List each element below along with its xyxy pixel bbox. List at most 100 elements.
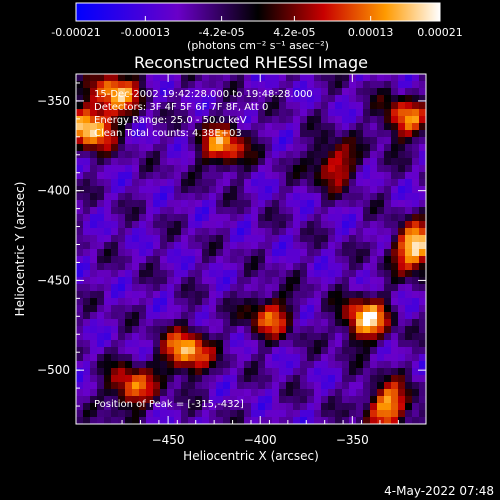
heatmap-cell [419,389,426,397]
heatmap-cell [132,172,140,180]
footer-timestamp: 4-May-2022 07:48 [384,484,494,498]
heatmap-cell [272,102,280,110]
heatmap-cell [216,102,224,110]
heatmap-cell [412,186,420,194]
heatmap-cell [125,130,133,138]
heatmap-cell [244,347,252,355]
heatmap-cell [272,158,280,166]
heatmap-cell [90,228,98,236]
heatmap-cell [181,158,189,166]
heatmap-cell [314,375,322,383]
heatmap-cell [132,102,140,110]
heatmap-cell [160,102,168,110]
heatmap-cell [307,221,315,229]
heatmap-cell [391,277,399,285]
heatmap-cell [398,319,406,327]
heatmap-cell [363,242,371,250]
heatmap-cell [293,340,301,348]
heatmap-cell [118,389,126,397]
heatmap-cell [202,102,210,110]
heatmap-cell [286,242,294,250]
heatmap-cell [279,354,287,362]
heatmap-cell [300,144,308,152]
heatmap-cell [377,375,385,383]
heatmap-cell [146,193,154,201]
heatmap-cell [230,284,238,292]
heatmap-cell [272,193,280,201]
heatmap-cell [97,403,105,411]
heatmap-cell [202,396,210,404]
heatmap-cell [223,312,231,320]
heatmap-cell [251,200,259,208]
heatmap-cell [328,298,336,306]
heatmap-cell [342,102,350,110]
heatmap-cell [314,228,322,236]
heatmap-cell [384,207,392,215]
heatmap-cell [293,242,301,250]
heatmap-cell [125,256,133,264]
heatmap-cell [335,375,343,383]
heatmap-cell [272,81,280,89]
heatmap-cell [398,235,406,243]
heatmap-cell [153,144,161,152]
heatmap-cell [244,123,252,131]
heatmap-cell [251,88,259,96]
heatmap-cell [412,375,420,383]
heatmap-cell [265,263,273,271]
heatmap-cell [356,137,364,145]
heatmap-cell [237,179,245,187]
heatmap-cell [216,172,224,180]
heatmap-cell [160,403,168,411]
heatmap-cell [335,368,343,376]
heatmap-cell [342,207,350,215]
heatmap-cell [342,200,350,208]
heatmap-cell [209,382,217,390]
heatmap-cell [223,235,231,243]
heatmap-cell [286,186,294,194]
heatmap-cell [223,340,231,348]
heatmap-cell [328,95,336,103]
heatmap-cell [412,74,420,82]
heatmap-cell [258,375,266,383]
heatmap-cell [118,410,126,418]
heatmap-cell [139,270,147,278]
heatmap-cell [405,74,413,82]
heatmap-cell [363,305,371,313]
heatmap-cell [342,242,350,250]
heatmap-cell [111,144,119,152]
heatmap-cell [216,270,224,278]
heatmap-cell [146,403,154,411]
heatmap-cell [314,151,322,159]
heatmap-cell [307,74,315,82]
heatmap-cell [293,396,301,404]
heatmap-cell [342,270,350,278]
heatmap-cell [104,102,112,110]
heatmap-cell [293,284,301,292]
heatmap-cell [237,291,245,299]
heatmap-cell [90,368,98,376]
heatmap-cell [363,109,371,117]
heatmap-cell [111,214,119,222]
heatmap-cell [244,81,252,89]
heatmap-cell [286,284,294,292]
heatmap-cell [398,158,406,166]
heatmap-cell [202,242,210,250]
heatmap-cell [188,403,196,411]
heatmap-cell [83,88,91,96]
heatmap-cell [216,410,224,418]
heatmap-cell [216,144,224,152]
heatmap-cell [146,410,154,418]
heatmap-cell [202,326,210,334]
heatmap-cell [160,417,168,424]
heatmap-cell [370,396,378,404]
heatmap-cell [202,277,210,285]
heatmap-cell [111,326,119,334]
heatmap-cell [405,88,413,96]
heatmap-cell [265,193,273,201]
heatmap-cell [132,249,140,257]
heatmap-cell [83,361,91,369]
heatmap-cell [377,165,385,173]
heatmap-cell [111,137,119,145]
heatmap-cell [230,256,238,264]
heatmap-cell [370,326,378,334]
